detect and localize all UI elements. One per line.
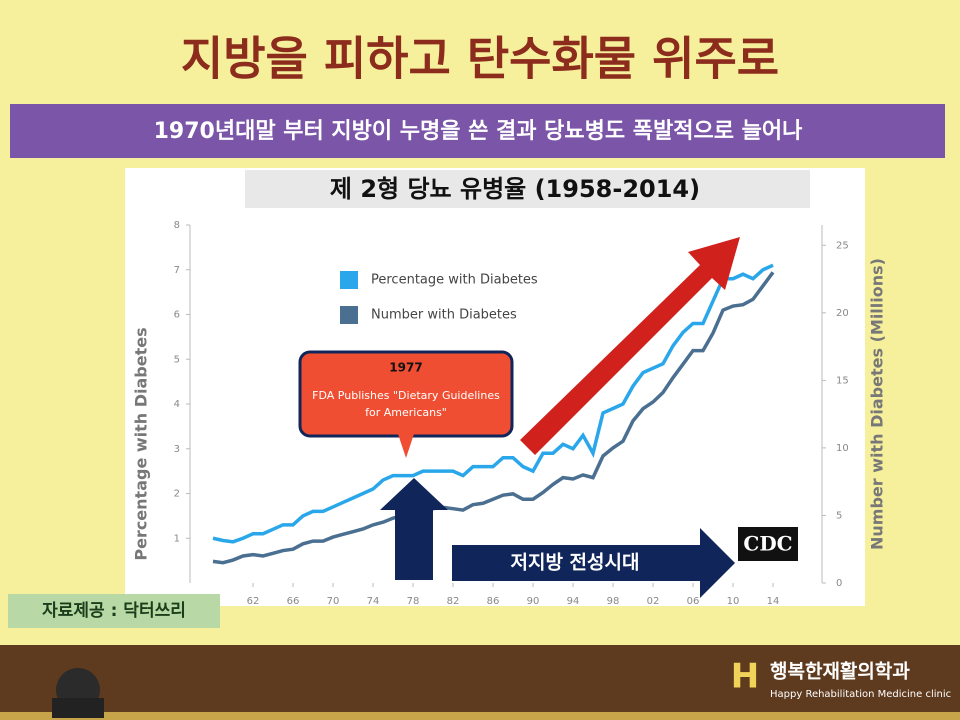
y2-tick-label: 0 [836, 578, 842, 589]
callout-pointer [398, 434, 414, 458]
y2-tick-label: 25 [836, 240, 849, 251]
y-tick-label: 6 [174, 310, 180, 321]
x-tick-label: 06 [687, 596, 700, 607]
y-tick-label: 3 [174, 444, 180, 455]
legend-swatch [340, 306, 358, 324]
series-line [212, 271, 775, 565]
x-tick-label: 14 [767, 596, 780, 607]
event-arrow [380, 478, 448, 580]
x-tick-label: 78 [407, 596, 420, 607]
legend-swatch [340, 271, 358, 289]
y-tick-label: 1 [174, 533, 180, 544]
logo-english: Happy Rehabilitation Medicine clinic [770, 689, 951, 700]
presenter-body [52, 698, 104, 718]
x-tick-label: 70 [327, 596, 340, 607]
series-line [212, 263, 774, 544]
y-axis-label: Percentage with Diabetes [132, 327, 151, 560]
era-arrow [452, 528, 735, 598]
x-tick-label: 94 [567, 596, 580, 607]
x-tick-label: 86 [487, 596, 500, 607]
subtitle: 1970년대말 부터 지방이 누명을 쓴 결과 당뇨병도 폭발적으로 늘어나 [154, 119, 803, 144]
x-tick-label: 02 [647, 596, 660, 607]
cdc-box [738, 527, 798, 561]
logo-mark: H [731, 657, 759, 697]
source-box [8, 594, 220, 628]
y2-tick-label: 15 [836, 375, 849, 386]
y-tick-label: 7 [174, 265, 180, 276]
x-tick-label: 62 [247, 596, 260, 607]
chart-title-box [245, 170, 810, 208]
y2-tick-label: 10 [836, 443, 849, 454]
y2-tick-label: 20 [836, 308, 849, 319]
callout-text: for Americans" [365, 406, 447, 419]
subtitle-banner [10, 104, 945, 158]
y-tick-label: 8 [174, 220, 180, 231]
footer [0, 645, 960, 720]
trend-arrow [520, 237, 740, 455]
x-tick-label: 74 [367, 596, 380, 607]
x-tick-label: 90 [527, 596, 540, 607]
x-tick-label: 82 [447, 596, 460, 607]
x-tick-label: 66 [287, 596, 300, 607]
x-tick-label: 98 [607, 596, 620, 607]
chart-title: 제 2형 당뇨 유병율 (1958-2014) [330, 175, 700, 203]
footer-stripe [0, 712, 960, 720]
callout-text: FDA Publishes "Dietary Guidelines [312, 389, 500, 402]
cdc-logo: CDC [743, 532, 792, 556]
y-tick-label: 5 [174, 354, 180, 365]
source: 자료제공 : 닥터쓰리 [42, 601, 186, 621]
y-tick-label: 4 [174, 399, 180, 410]
legend-label: Number with Diabetes [371, 308, 517, 323]
y2-axis-label: Number with Diabetes (Millions) [868, 258, 887, 550]
logo-name: 행복한재활의학과 [770, 661, 910, 683]
x-tick-label: 10 [727, 596, 740, 607]
legend-label: Percentage with Diabetes [371, 273, 538, 288]
callout-title: 1977 [389, 361, 422, 375]
era-label: 저지방 전성시대 [511, 552, 640, 574]
slide-title: 지방을 피하고 탄수화물 위주로 [181, 32, 779, 86]
y-tick-label: 2 [174, 489, 180, 500]
y2-tick-label: 5 [836, 510, 842, 521]
